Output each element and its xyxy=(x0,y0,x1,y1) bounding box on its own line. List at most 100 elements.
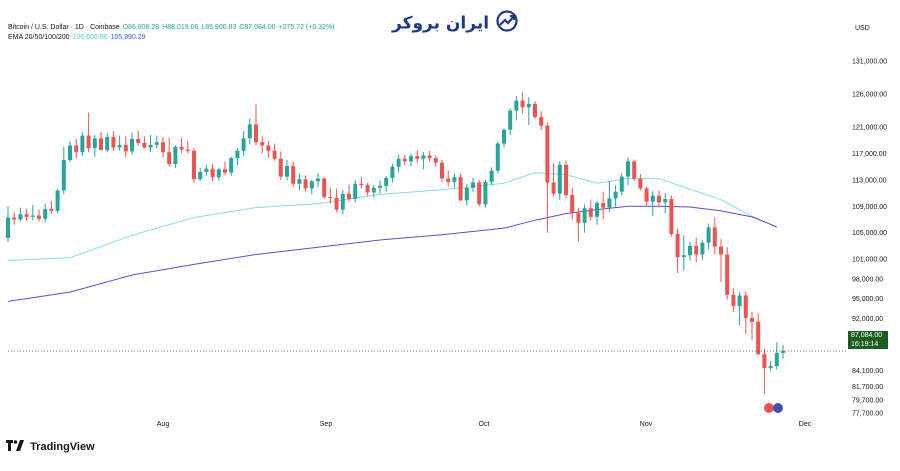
price-tick-label: 121,000.00 xyxy=(852,125,887,132)
candle-body xyxy=(452,177,457,182)
candle-body xyxy=(409,156,413,162)
candle-body xyxy=(179,146,184,150)
candle-body xyxy=(322,178,327,198)
candle-body xyxy=(49,208,54,211)
trend-icon xyxy=(495,10,519,37)
change-value: +275.72 (+0.32%) xyxy=(278,24,335,31)
candle-body xyxy=(762,354,767,369)
candle-body xyxy=(489,170,494,182)
candle-body xyxy=(731,294,736,307)
ema-value-1: 106,606.96 xyxy=(72,34,108,41)
candle-body xyxy=(365,185,370,193)
currency-label[interactable]: USD xyxy=(855,25,870,32)
candle-body xyxy=(30,215,35,217)
candle-body xyxy=(477,182,482,205)
candle-body xyxy=(12,217,17,220)
candle-body xyxy=(458,177,463,201)
candle-body xyxy=(768,366,773,369)
candle-body xyxy=(576,212,581,223)
price-axis[interactable]: 131,000.00 126,000.00 121,000.00 117,000.00… xyxy=(852,59,887,418)
candle-body xyxy=(55,190,60,211)
candle-body xyxy=(619,176,624,192)
candle-body xyxy=(148,144,153,148)
candle-body xyxy=(557,164,562,194)
ema-value-2: 105,990.29 xyxy=(110,34,146,41)
ema-label: EMA 20/50/100/200 xyxy=(8,34,70,41)
candle-body xyxy=(340,193,345,210)
candle-body xyxy=(37,215,41,219)
candle-body xyxy=(638,178,643,189)
candle-body xyxy=(241,138,246,151)
candle-body xyxy=(595,202,599,217)
time-axis[interactable]: Aug Sep Oct Nov Dec xyxy=(157,421,812,428)
symbol-header: Bitcoin / U.S. Dollar · 1D · Coinbase O8… xyxy=(8,24,336,31)
candle-body xyxy=(700,242,705,255)
candle-body xyxy=(266,145,271,151)
high-value: H88,019.06 xyxy=(162,24,199,31)
candle-body xyxy=(570,195,575,213)
candle-body xyxy=(229,158,234,173)
candle-body xyxy=(291,166,296,184)
candle-body xyxy=(272,150,277,159)
candle-body xyxy=(663,199,668,203)
candle-body xyxy=(402,158,407,162)
candle-body xyxy=(774,352,779,367)
bar-countdown: 16:19:14 xyxy=(851,341,879,348)
candle-body xyxy=(502,129,506,144)
candle-body xyxy=(204,168,209,172)
price-tick-label: 98,000.00 xyxy=(852,276,883,283)
candle-body xyxy=(526,103,531,108)
candle-body xyxy=(235,150,240,159)
candle-body xyxy=(43,208,48,219)
candle-body xyxy=(297,179,302,184)
candle-body xyxy=(130,138,134,152)
candle-body xyxy=(508,110,513,130)
price-tick-label: 81,700.00 xyxy=(852,384,883,391)
candle-body xyxy=(285,166,289,177)
candle-body xyxy=(427,155,432,159)
candle-body xyxy=(681,255,686,258)
candle-body xyxy=(588,208,593,217)
ema-fast-line xyxy=(7,172,778,261)
candle-body xyxy=(309,181,314,189)
candle-body xyxy=(6,217,10,238)
candle-body xyxy=(316,178,320,182)
price-tick-label: 77,700.00 xyxy=(852,411,883,418)
candle-body xyxy=(359,183,364,186)
price-tick-label: 79,700.00 xyxy=(852,397,883,404)
symbol-title: Bitcoin / U.S. Dollar · 1D · Coinbase xyxy=(8,24,120,31)
candles xyxy=(6,92,785,394)
candle-body xyxy=(719,246,723,255)
candle-body xyxy=(396,158,401,167)
candle-body xyxy=(675,234,680,258)
iran-broker-logo: ایران بروکر xyxy=(392,10,519,37)
candle-body xyxy=(254,124,258,143)
candle-body xyxy=(533,103,537,118)
time-tick-label: Aug xyxy=(157,421,170,428)
candle-body xyxy=(446,178,451,182)
candle-body xyxy=(440,162,444,179)
candle-body xyxy=(483,181,488,205)
tradingview-brand[interactable]: TradingView xyxy=(6,440,95,454)
ema-lines xyxy=(7,172,778,302)
candle-body xyxy=(347,193,351,200)
candle-body xyxy=(756,321,761,355)
candle-body xyxy=(117,144,122,148)
candle-body xyxy=(154,142,159,145)
logo-text: ایران بروکر xyxy=(392,13,490,34)
candle-body xyxy=(384,177,389,186)
candle-body xyxy=(390,166,395,178)
candle-body xyxy=(737,295,742,307)
candle-body xyxy=(464,187,469,201)
candle-body xyxy=(607,198,612,208)
candle-body xyxy=(781,350,785,353)
candle-body xyxy=(142,142,147,148)
price-tick-label: 95,000.00 xyxy=(852,296,883,303)
candle-body xyxy=(24,214,29,217)
price-tick-label: 105,000.00 xyxy=(852,230,887,237)
candle-body xyxy=(210,168,215,178)
time-tick-label: Oct xyxy=(479,421,490,428)
candle-body xyxy=(564,164,568,196)
candle-body xyxy=(223,169,227,173)
